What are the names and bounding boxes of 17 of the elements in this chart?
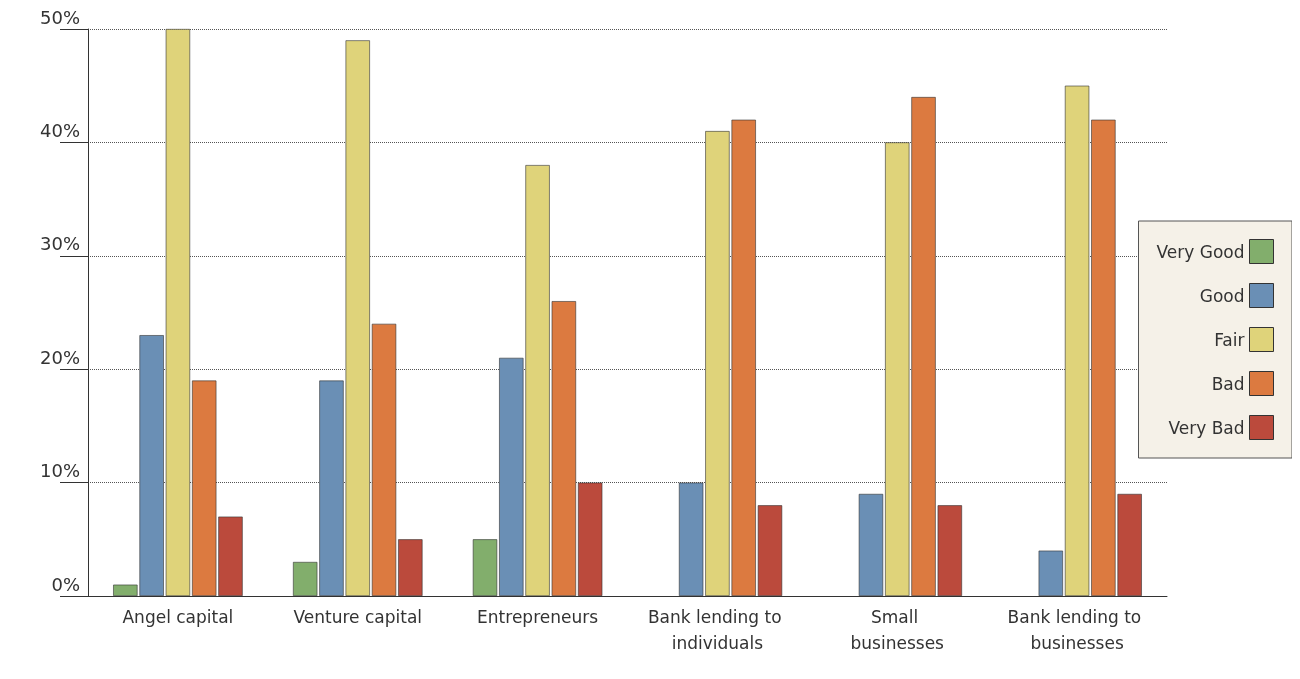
x-tick-label: Bank lending to businesses <box>1007 607 1147 653</box>
y-tick-label: 50% <box>39 6 80 28</box>
y-tick-label: 10% <box>39 460 80 482</box>
legend-label: Very Bad <box>1168 417 1245 438</box>
x-tick-label: Bank lending to individuals <box>647 607 787 653</box>
y-tick-label: 20% <box>39 346 80 368</box>
x-tick-label: Small businesses <box>850 607 945 653</box>
legend-label: Fair <box>1214 329 1245 350</box>
y-tick-label: 40% <box>39 119 80 141</box>
legend-label: Very Good <box>1156 241 1245 262</box>
x-tick-label: Entrepreneurs <box>477 607 599 627</box>
y-tick-label: 0% <box>51 573 80 595</box>
legend-label: Good <box>1199 285 1245 306</box>
legend-label: Bad <box>1211 373 1245 394</box>
y-tick-label: 30% <box>39 233 80 255</box>
x-tick-label: Angel capital <box>122 607 234 627</box>
x-tick-label: Venture capital <box>293 607 423 627</box>
